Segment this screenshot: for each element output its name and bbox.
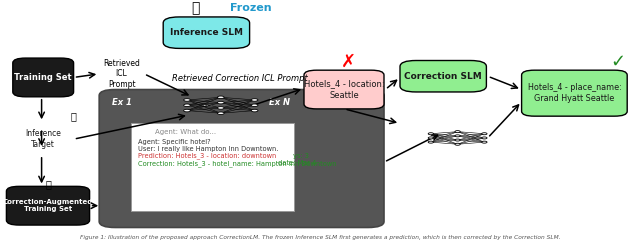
Text: Agent: What do...: Agent: What do...	[155, 129, 216, 135]
Text: Ex 1: Ex 1	[112, 98, 132, 107]
Text: Inference
Target: Inference Target	[25, 129, 61, 149]
Circle shape	[482, 137, 487, 139]
Text: Correction-Augmented
Training Set: Correction-Augmented Training Set	[3, 199, 93, 212]
Circle shape	[455, 143, 460, 145]
Circle shape	[482, 141, 487, 143]
Circle shape	[218, 107, 224, 109]
Text: ...: ...	[203, 98, 213, 108]
Text: Hotels_4 - place_name:
Grand Hyatt Seattle: Hotels_4 - place_name: Grand Hyatt Seatt…	[527, 83, 621, 103]
FancyBboxPatch shape	[522, 70, 627, 116]
Text: Ex N: Ex N	[269, 98, 290, 107]
FancyBboxPatch shape	[131, 123, 294, 211]
Text: ✗: ✗	[341, 53, 356, 71]
FancyBboxPatch shape	[163, 17, 250, 48]
Text: Frozen: Frozen	[230, 3, 272, 14]
Text: ✓: ✓	[610, 53, 625, 71]
Text: 🔍: 🔍	[70, 111, 77, 121]
Circle shape	[428, 137, 433, 139]
FancyBboxPatch shape	[99, 90, 384, 227]
FancyBboxPatch shape	[13, 58, 74, 97]
Text: Hotels_4 - location:
Seattle: Hotels_4 - location: Seattle	[304, 79, 384, 100]
FancyBboxPatch shape	[304, 70, 384, 109]
Circle shape	[455, 139, 460, 141]
FancyBboxPatch shape	[400, 60, 486, 92]
Text: 🧊: 🧊	[191, 1, 200, 15]
Text: Agent: Specific hotel?: Agent: Specific hotel?	[138, 139, 210, 144]
Text: 🔍: 🔍	[45, 179, 51, 189]
Text: Inference SLM: Inference SLM	[170, 28, 243, 37]
FancyBboxPatch shape	[6, 186, 90, 225]
Circle shape	[428, 141, 433, 143]
Text: Retrieved Correction ICL Prompt: Retrieved Correction ICL Prompt	[172, 75, 308, 83]
Circle shape	[252, 109, 258, 112]
Text: User: I really like Hampton Inn Downtown.: User: I really like Hampton Inn Downtown…	[138, 146, 278, 152]
Circle shape	[428, 133, 433, 135]
Text: Correction SLM: Correction SLM	[404, 72, 482, 81]
Text: date: Mar 4: date: Mar 4	[278, 160, 317, 166]
Circle shape	[218, 101, 224, 104]
Text: ys: 3: ys: 3	[293, 153, 309, 159]
FancyBboxPatch shape	[13, 123, 74, 155]
Circle shape	[482, 133, 487, 135]
Circle shape	[218, 96, 224, 98]
Text: Prediction: Hotels_3 - location: downtown: Prediction: Hotels_3 - location: downtow…	[138, 153, 276, 159]
Circle shape	[184, 109, 190, 112]
Circle shape	[252, 99, 258, 101]
Circle shape	[184, 104, 190, 106]
Circle shape	[252, 104, 258, 106]
Circle shape	[455, 131, 460, 133]
Circle shape	[218, 112, 224, 114]
Text: Training Set: Training Set	[14, 73, 72, 82]
Text: Retrieved
ICL
Prompt: Retrieved ICL Prompt	[103, 59, 140, 89]
Circle shape	[455, 135, 460, 137]
Text: Correction: Hotels_3 - hotel_name: Hampton Inn Downtown: Correction: Hotels_3 - hotel_name: Hampt…	[138, 160, 336, 167]
Text: Figure 1: Illustration of the proposed approach CorrectionLM. The frozen Inferen: Figure 1: Illustration of the proposed a…	[80, 234, 560, 240]
Circle shape	[184, 99, 190, 101]
